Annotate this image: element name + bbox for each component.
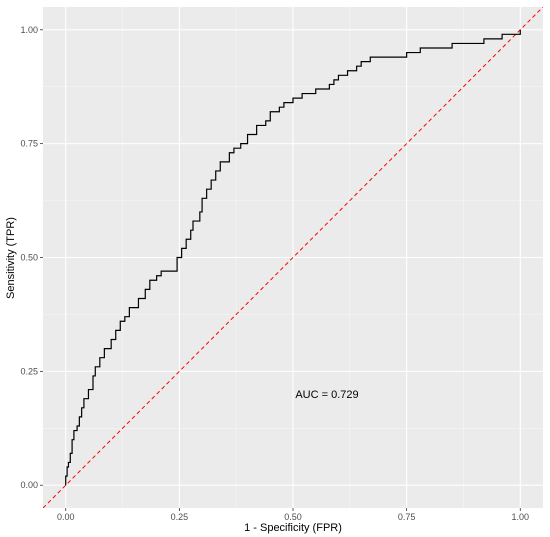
- x-tick-label: 0.25: [171, 512, 189, 522]
- y-tick-label: 0.50: [20, 253, 38, 263]
- y-axis-title: Sensitivity (TPR): [5, 217, 17, 299]
- y-tick-label: 1.00: [20, 25, 38, 35]
- x-tick-label: 1.00: [512, 512, 530, 522]
- auc-annotation: AUC = 0.729: [295, 389, 358, 401]
- y-tick-label: 0.25: [20, 366, 38, 376]
- x-axis-title: 1 - Specificity (FPR): [244, 522, 342, 534]
- x-axis-ticks: 0.00 0.25 0.50 0.75 1.00: [57, 508, 529, 522]
- reference-diagonal: [43, 7, 543, 508]
- roc-curve: [65, 29, 521, 486]
- x-tick-label: 0.75: [398, 512, 416, 522]
- y-tick-label: 0.00: [20, 480, 38, 490]
- x-tick-label: 0.00: [57, 512, 75, 522]
- y-tick-label: 0.75: [20, 139, 38, 149]
- x-tick-label: 0.50: [284, 512, 302, 522]
- y-axis-ticks: 0.00 0.25 0.50 0.75 1.00: [20, 25, 43, 490]
